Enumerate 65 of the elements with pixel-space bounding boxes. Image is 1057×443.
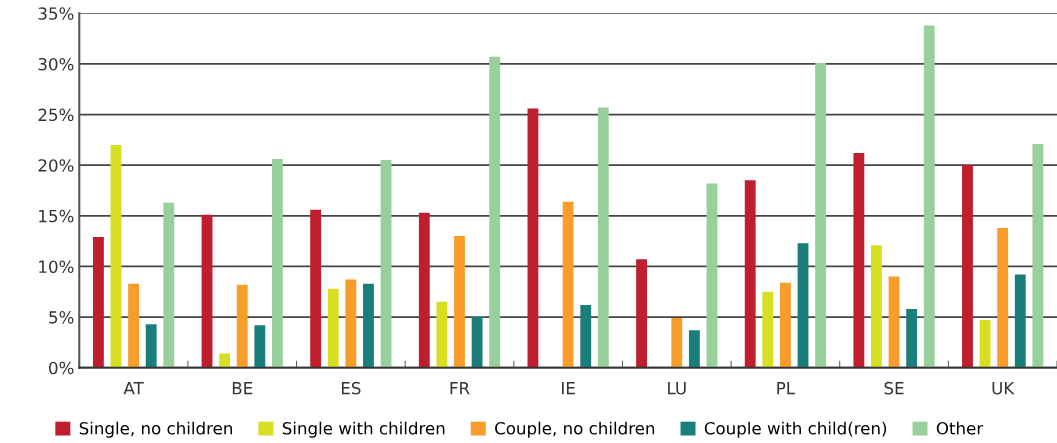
bar [562, 201, 574, 368]
bar [380, 160, 392, 368]
bar [310, 209, 322, 368]
x-tick-label: LU [668, 382, 686, 395]
bar [815, 62, 827, 368]
x-tick-label: BE [232, 382, 253, 395]
bar [997, 227, 1009, 368]
y-tick-label: 25% [38, 108, 74, 122]
bar [92, 237, 104, 368]
y-tick-label: 0% [49, 361, 74, 375]
bar [272, 159, 283, 368]
bar [762, 291, 774, 368]
bar [744, 180, 756, 368]
legend-label: Couple with child(ren) [704, 421, 887, 438]
x-tick-label: ES [341, 381, 361, 395]
bar [706, 183, 718, 368]
bar [128, 283, 140, 368]
y-tick-label: 5% [49, 311, 74, 324]
legend-label: Other [936, 421, 984, 435]
bar [201, 214, 213, 368]
bar [636, 259, 648, 368]
bar [345, 279, 357, 368]
bar [797, 243, 809, 368]
bar [236, 284, 248, 368]
bar [454, 236, 465, 368]
bar [671, 318, 683, 368]
bar [163, 202, 175, 368]
x-tick-label: IE [562, 382, 575, 395]
bar [527, 108, 539, 368]
bar [418, 212, 430, 368]
bar [1014, 274, 1026, 368]
legend-label: Couple, no children [495, 421, 655, 438]
x-tick-label: SE [884, 381, 904, 395]
bar [110, 144, 122, 368]
bar [145, 324, 157, 368]
y-tick-label: 10% [39, 260, 74, 273]
bar [888, 276, 900, 368]
x-tick-label: AT [123, 382, 144, 395]
bar [923, 25, 935, 368]
legend-label: Single, no children [79, 421, 232, 438]
bar [1032, 143, 1044, 368]
bar [363, 283, 374, 368]
bar [779, 282, 791, 368]
x-tick-label: FR [450, 382, 470, 395]
y-tick-label: 30% [38, 57, 74, 71]
bar [853, 153, 865, 368]
bar [597, 107, 609, 368]
bar [471, 317, 483, 368]
bar [580, 304, 592, 368]
x-tick-label: PL [777, 382, 795, 395]
y-tick-label: 15% [39, 209, 74, 223]
bar [219, 353, 231, 368]
bar [436, 301, 448, 368]
bar [906, 308, 918, 368]
bar [489, 56, 501, 368]
bar [979, 320, 991, 368]
x-tick-label: UK [992, 382, 1015, 395]
y-tick-label: 35% [38, 7, 74, 20]
legend-label: Single with children [282, 421, 445, 438]
y-tick-label: 20% [38, 159, 74, 172]
bar [688, 330, 700, 368]
bar [327, 288, 339, 368]
bar [254, 325, 266, 368]
bar [871, 245, 882, 368]
bar [962, 165, 973, 368]
